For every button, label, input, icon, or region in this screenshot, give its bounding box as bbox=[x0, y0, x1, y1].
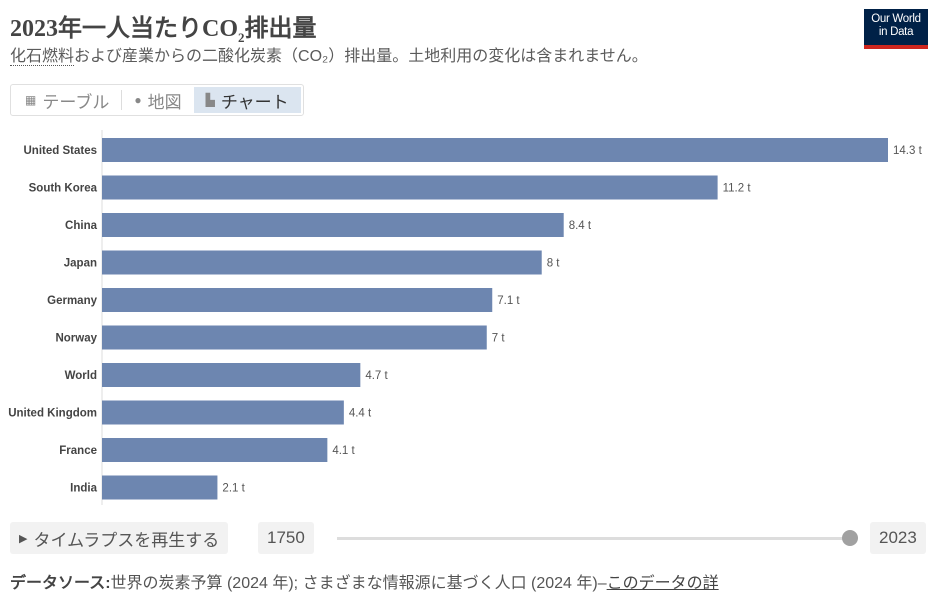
value-label: 4.4 t bbox=[349, 408, 372, 420]
value-label: 4.7 t bbox=[365, 370, 388, 382]
category-label: United Kingdom bbox=[8, 408, 97, 420]
value-label: 7 t bbox=[492, 333, 506, 345]
category-label: United States bbox=[24, 145, 98, 157]
bar bbox=[102, 325, 487, 350]
category-label: Germany bbox=[47, 295, 97, 307]
bar bbox=[102, 438, 328, 462]
value-label: 8 t bbox=[547, 258, 561, 270]
bar bbox=[102, 213, 564, 237]
bar bbox=[102, 288, 493, 312]
value-label: 7.1 t bbox=[497, 295, 520, 307]
category-label: World bbox=[65, 370, 97, 382]
value-label: 2.1 t bbox=[222, 483, 245, 495]
bar bbox=[102, 363, 361, 387]
bar bbox=[102, 400, 344, 425]
end-year[interactable]: 2023 bbox=[870, 522, 926, 554]
value-label: 11.2 t bbox=[723, 183, 752, 195]
tab-table[interactable]: ▦ テーブル bbox=[25, 92, 110, 112]
value-label: 14.3 t bbox=[893, 145, 923, 157]
bar-chart: United States 14.3 t South Korea 11.2 t Chin… bbox=[8, 130, 923, 505]
chart-subtitle: 化石燃料および産業からの二酸化炭素（CO₂）排出量。土地利用の変化は含まれません… bbox=[10, 48, 648, 66]
data-details-link[interactable]: このデータの詳 bbox=[606, 575, 719, 592]
table-icon: ▦ bbox=[25, 93, 37, 107]
play-icon: ▶ bbox=[19, 532, 28, 545]
category-label: Japan bbox=[64, 258, 97, 270]
tab-chart[interactable]: ▙ チャート bbox=[193, 87, 301, 113]
bar bbox=[102, 175, 718, 200]
owid-logo[interactable]: Our World in Data bbox=[864, 9, 928, 49]
fossil-fuel-link[interactable]: 化石燃料 bbox=[10, 48, 75, 66]
category-label: China bbox=[65, 220, 98, 232]
view-tabs: ▦ テーブル ● 地図 ▙ チャート bbox=[10, 84, 304, 116]
timeline-slider[interactable] bbox=[337, 537, 849, 540]
value-label: 4.1 t bbox=[332, 445, 355, 457]
timeline-handle[interactable] bbox=[842, 530, 858, 546]
tab-map[interactable]: ● 地図 bbox=[134, 92, 182, 112]
start-year[interactable]: 1750 bbox=[258, 522, 314, 554]
bar bbox=[102, 138, 888, 162]
category-label: South Korea bbox=[29, 183, 98, 195]
bar bbox=[102, 250, 542, 275]
value-label: 8.4 t bbox=[569, 220, 592, 232]
globe-icon: ● bbox=[134, 93, 142, 107]
bar bbox=[102, 475, 218, 500]
play-timelapse-button[interactable]: ▶ タイムラプスを再生する bbox=[10, 522, 229, 554]
category-label: India bbox=[70, 483, 97, 495]
category-label: Norway bbox=[55, 333, 97, 345]
bar-chart-icon: ▙ bbox=[205, 93, 215, 107]
category-label: France bbox=[59, 445, 97, 457]
data-source: データソース:世界の炭素予算 (2024 年); さまざまな情報源に基づく人口 … bbox=[10, 575, 719, 592]
chart-title: 2023年一人当たりCO2排出量 bbox=[10, 16, 317, 45]
